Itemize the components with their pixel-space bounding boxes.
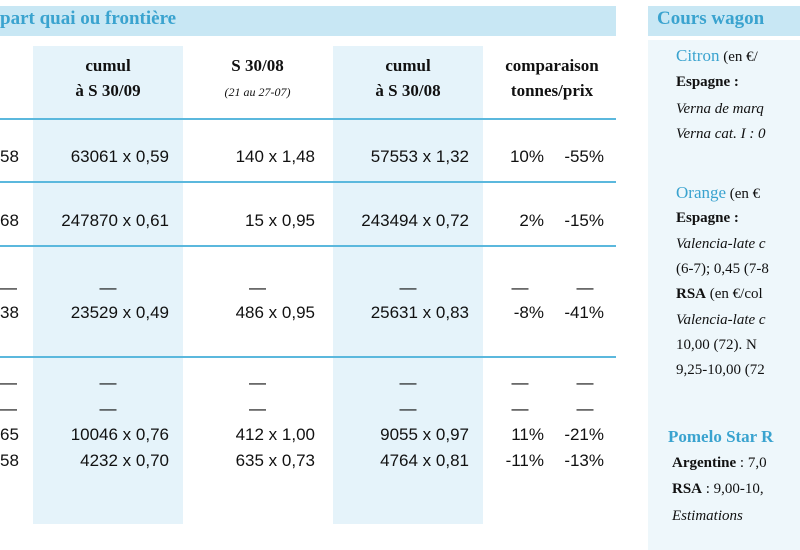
pomelo-heading: Pomelo Star R [668,427,774,446]
dash-cell: — [0,278,17,297]
table-cell: -55% [564,147,604,166]
espagne-label: Espagne : [676,210,739,226]
citron-line: Citron (en €/ [676,46,758,66]
dash-cell: — [249,278,266,297]
table-cell: -21% [564,425,604,444]
table-cell: 486 x 0,95 [235,303,315,322]
orange-unit: (en € [726,186,761,202]
table-cell: -8% [513,303,544,322]
dash-cell: — [99,399,117,418]
table-cell: 58 [0,451,19,470]
valencia-line-1b: (6-7); 0,45 (7-8 [676,261,769,277]
dash-cell: — [399,399,417,418]
rsa-unit: (en €/col [706,286,763,302]
argentine-line: Argentine : 7,0 [672,455,767,472]
table-cell: -15% [564,211,604,230]
dash-cell: — [576,399,594,418]
week-header-line2: (21 au 27-07) [224,85,291,99]
compar-header-line1: comparaison [505,56,599,75]
table-cell: 247870 x 0,61 [61,211,169,230]
table-cell: 25631 x 0,83 [370,303,469,322]
table-title: part quai ou frontière [0,8,177,29]
citron-heading: Citron [676,46,720,65]
espagne-label: Espagne : [676,74,739,90]
price-line-925: 9,25-10,00 (72 [676,362,765,378]
verna-line-2: Verna cat. I : 0 [676,126,766,142]
dash-cell: — [0,373,17,392]
orange-line: Orange (en € [676,183,760,203]
cumul-header-1-line1: cumul [85,56,131,75]
dash-cell: — [511,278,529,297]
table-cell: 140 x 1,48 [235,147,315,166]
table-cell: 68 [0,211,19,230]
dash-cell: — [99,278,117,297]
argentine-value: : 7,0 [736,455,767,471]
dash-cell: — [249,399,266,418]
rsa-value: : 9,00-10, [702,481,764,497]
table-cell: 65 [0,425,19,444]
dash-cell: — [576,278,594,297]
side-title: Cours wagon [657,8,765,29]
orange-heading: Orange [676,183,727,202]
dash-cell: — [0,399,17,418]
valencia-line-2: Valencia-late c [676,312,766,328]
estimations-note: Estimations [672,508,743,524]
verna-line-1: Verna de marq [676,101,764,117]
week-header-line1: S 30/08 [231,56,284,75]
table-cell: -41% [564,303,604,322]
table-cell: -11% [505,451,544,470]
rsa-line: RSA (en €/col [676,286,763,303]
citron-unit: (en €/ [719,49,758,65]
table-cell: 10046 x 0,76 [70,425,169,444]
table-cell: 412 x 1,00 [235,425,315,444]
table-cell: 10% [509,147,544,166]
cumul-header-1-line2: à S 30/09 [75,81,141,100]
dash-cell: — [511,399,529,418]
table-cell: 58 [0,147,19,166]
dash-cell: — [576,373,594,392]
cumul-column-shade-1 [33,46,183,524]
row-divider [0,181,616,183]
table-cell: 23529 x 0,49 [70,303,169,322]
row-divider [0,245,616,247]
rsa-line-2: RSA : 9,00-10, [672,481,764,498]
dash-cell: — [399,278,417,297]
table-cell: -13% [564,451,604,470]
cumul-header-2-line1: cumul [385,56,431,75]
side-title-banner [648,6,800,36]
table-cell: 15 x 0,95 [245,211,315,230]
rsa-label: RSA [672,481,703,497]
row-divider [0,118,616,120]
price-line-10: 10,00 (72). N [676,337,757,353]
rsa-label: RSA [676,286,707,302]
dash-cell: — [511,373,529,392]
table-cell: 63061 x 0,59 [70,147,169,166]
table-cell: 38 [0,303,19,322]
cumul-column-shade-2 [333,46,483,524]
table-cell: 4764 x 0,81 [380,451,469,470]
valencia-line-1: Valencia-late c [676,236,766,252]
table-cell: 11% [511,425,544,444]
table-cell: 57553 x 1,32 [370,147,469,166]
table-title-banner [0,6,616,36]
compar-header-line2: tonnes/prix [510,81,594,100]
table-cell: 243494 x 0,72 [361,211,469,230]
row-divider [0,356,616,358]
dash-cell: — [99,373,117,392]
dash-cell: — [249,373,266,392]
table-cell: 2% [519,211,544,230]
dash-cell: — [399,373,417,392]
table-cell: 9055 x 0,97 [380,425,469,444]
argentine-label: Argentine [672,455,737,471]
table-cell: 4232 x 0,70 [80,451,169,470]
cumul-header-2-line2: à S 30/08 [375,81,441,100]
side-panel [648,40,800,550]
table-cell: 635 x 0,73 [235,451,315,470]
